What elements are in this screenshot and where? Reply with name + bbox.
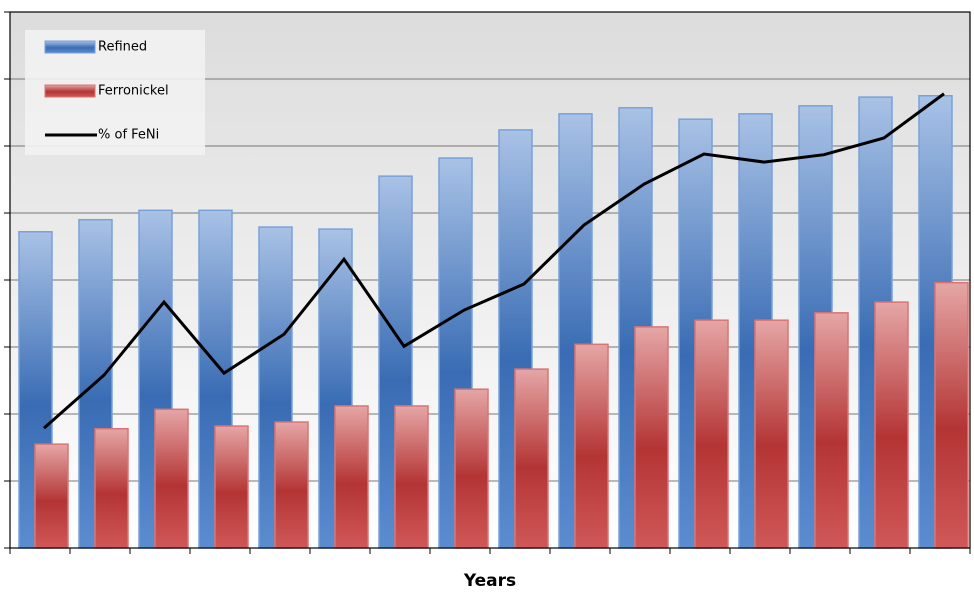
bar (394, 405, 429, 549)
bar (214, 425, 249, 549)
bar (634, 326, 669, 549)
bar (514, 368, 549, 549)
bar (274, 421, 309, 549)
bar (754, 319, 789, 549)
bar (574, 343, 609, 549)
bar (334, 405, 369, 549)
x-axis-title: Years (463, 571, 516, 591)
bar (154, 408, 189, 549)
plot-border (9, 11, 971, 549)
line (43, 92, 945, 430)
legend-label: Refined (98, 40, 147, 55)
bar (874, 301, 909, 549)
legend-swatch (44, 84, 96, 98)
legend-label: % of FeNi (98, 128, 159, 143)
bar (34, 443, 69, 549)
bar (694, 319, 729, 549)
bar (814, 312, 849, 549)
bar (454, 388, 489, 549)
bar (94, 427, 129, 549)
legend-swatch (44, 40, 96, 54)
legend-label: Ferronickel (98, 84, 169, 99)
bar (934, 281, 969, 549)
